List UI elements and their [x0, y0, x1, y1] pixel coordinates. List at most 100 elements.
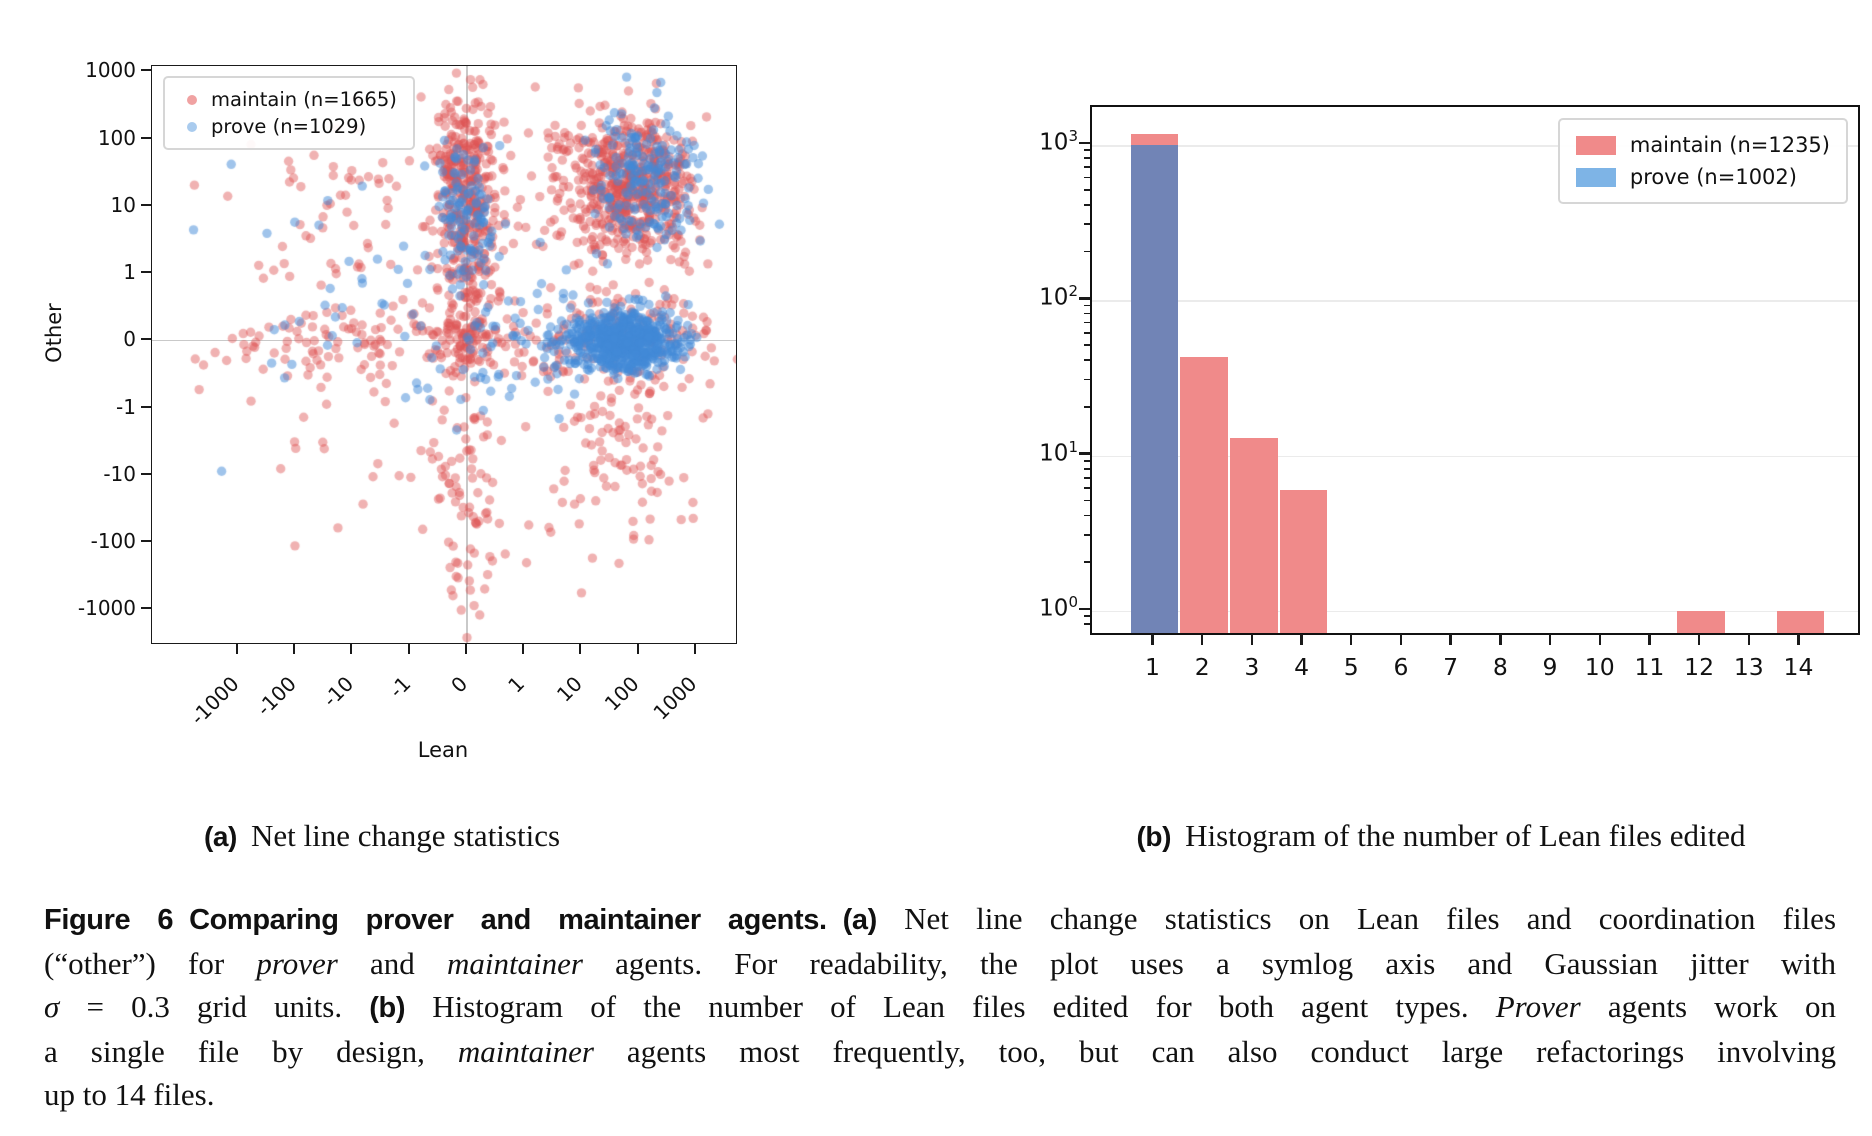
- legend-label: maintain (n=1665): [211, 88, 397, 111]
- x-tick-label: 3: [1244, 653, 1260, 681]
- subcaption-b: (b) Histogram of the number of Lean files…: [1046, 818, 1836, 854]
- x-tick-label: 10: [551, 671, 587, 707]
- subcaption-b-text: Histogram of the number of Lean files ed…: [1185, 818, 1746, 853]
- subcaption-a: (a) Net line change statistics: [120, 818, 644, 854]
- x-tick-label: 9: [1542, 653, 1558, 681]
- legend-item-maintain: maintain (n=1235): [1572, 129, 1830, 161]
- y-tick-label: 103: [1039, 127, 1078, 156]
- histogram-legend: maintain (n=1235) prove (n=1002): [1557, 118, 1848, 204]
- x-tick-mark: [1350, 634, 1353, 645]
- y-tick-label: -100: [90, 529, 136, 554]
- prove-marker-icon: [187, 121, 197, 132]
- caption-segment: Prover: [1495, 989, 1581, 1024]
- y-tick-label: 100: [1039, 592, 1078, 622]
- x-tick-mark: [464, 644, 467, 654]
- y-tick-mark: [141, 136, 151, 139]
- x-tick-mark: [1797, 634, 1800, 645]
- legend-label: prove (n=1002): [1629, 165, 1797, 189]
- x-tick-label: -1000: [185, 671, 244, 730]
- x-tick-mark: [350, 644, 353, 654]
- x-tick-label: -10: [317, 671, 358, 712]
- x-tick-mark: [1151, 634, 1154, 645]
- caption-segment: Net line change statistics on Lean files…: [876, 901, 1837, 936]
- caption-segment: Histogram of the number of Lean files ed…: [405, 989, 1496, 1024]
- x-tick-mark: [522, 644, 525, 654]
- y-major-tick-mark: [1079, 452, 1090, 455]
- caption-line: σ = 0.3 grid units. (b) Histogram of the…: [44, 985, 1836, 1030]
- caption-segment: and: [337, 946, 447, 981]
- x-tick-mark: [235, 644, 238, 654]
- y-tick-mark: [141, 472, 151, 475]
- x-tick-label: 8: [1492, 653, 1508, 681]
- caption-line: up to 14 files.: [44, 1073, 1836, 1116]
- y-tick-label: -1000: [77, 596, 136, 621]
- y-tick-label: 1000: [85, 58, 136, 83]
- y-tick-mark: [141, 607, 151, 610]
- x-tick-mark: [1250, 634, 1254, 645]
- x-tick-label: -100: [251, 671, 301, 721]
- y-tick-mark: [141, 203, 151, 206]
- y-tick-label: 100: [97, 125, 136, 150]
- caption-segment: a single file by design,: [44, 1034, 458, 1069]
- legend-label: prove (n=1029): [211, 115, 367, 138]
- x-tick-mark: [407, 644, 410, 654]
- caption-segment: σ: [44, 989, 60, 1024]
- y-tick-label: 1: [123, 260, 136, 285]
- subcaption-b-label: (b): [1136, 821, 1172, 852]
- x-tick-mark: [636, 644, 639, 654]
- legend-label: maintain (n=1235): [1629, 133, 1830, 157]
- maintain-marker-icon: [187, 94, 197, 105]
- x-tick-mark: [579, 644, 582, 654]
- x-tick-label: 2: [1194, 653, 1210, 681]
- y-tick-label: 101: [1039, 437, 1078, 467]
- caption-line: a single file by design, maintainer agen…: [44, 1030, 1836, 1073]
- gridline: [1092, 455, 1858, 458]
- gridline: [1092, 300, 1858, 302]
- legend-item-prove: prove (n=1002): [1572, 161, 1830, 193]
- x-tick-label: 4: [1294, 653, 1310, 681]
- y-tick-label: 0: [123, 327, 136, 352]
- scatter-points-canvas: [152, 66, 736, 643]
- x-tick-mark: [1548, 634, 1552, 645]
- histogram-bar: [1130, 144, 1179, 633]
- x-tick-label: 12: [1684, 653, 1715, 681]
- x-tick-label: 1: [503, 671, 530, 698]
- y-tick-mark: [141, 338, 151, 341]
- x-tick-label: 10: [1584, 653, 1615, 681]
- x-tick-label: 14: [1783, 653, 1814, 681]
- x-tick-mark: [1499, 634, 1502, 645]
- y-tick-mark: [141, 271, 151, 274]
- histogram-bars: [1092, 107, 1858, 633]
- figure-caption: Figure 6 Comparing prover and maintainer …: [44, 897, 1836, 1116]
- x-tick-mark: [1598, 634, 1601, 645]
- prove-swatch-icon: [1575, 167, 1616, 187]
- x-tick-label: 1: [1145, 653, 1160, 681]
- caption-segment: maintainer: [446, 946, 583, 981]
- x-tick-mark: [293, 644, 296, 654]
- x-tick-mark: [1747, 634, 1750, 645]
- histogram-bar: [1677, 611, 1725, 633]
- y-tick-label: 10: [110, 192, 136, 217]
- x-tick-mark: [693, 644, 696, 654]
- y-tick-label: -1: [116, 394, 136, 419]
- caption-segment: agents most frequently, too, but can als…: [593, 1034, 1836, 1069]
- x-tick-mark: [1200, 634, 1204, 645]
- y-tick-mark: [141, 540, 151, 543]
- x-tick-label: 7: [1443, 653, 1459, 681]
- y-major-tick-mark: [1079, 141, 1090, 145]
- x-tick-mark: [1697, 634, 1701, 645]
- caption-line: Figure 6 Comparing prover and maintainer …: [44, 897, 1836, 942]
- caption-segment: (“other”) for: [44, 946, 257, 981]
- caption-segment: maintainer: [457, 1034, 594, 1069]
- gridline: [1092, 610, 1858, 613]
- histogram-bar: [1279, 490, 1328, 633]
- caption-segment: (a): [842, 904, 878, 936]
- y-axis-title: Other: [41, 303, 66, 363]
- x-tick-label: 13: [1733, 653, 1764, 681]
- legend-item-prove: prove (n=1029): [179, 113, 397, 140]
- x-tick-mark: [1300, 634, 1303, 645]
- y-major-tick-mark: [1079, 607, 1090, 611]
- y-major-tick-mark: [1079, 297, 1090, 300]
- caption-segment: Figure 6: [44, 904, 174, 936]
- caption-segment: (b): [369, 992, 406, 1024]
